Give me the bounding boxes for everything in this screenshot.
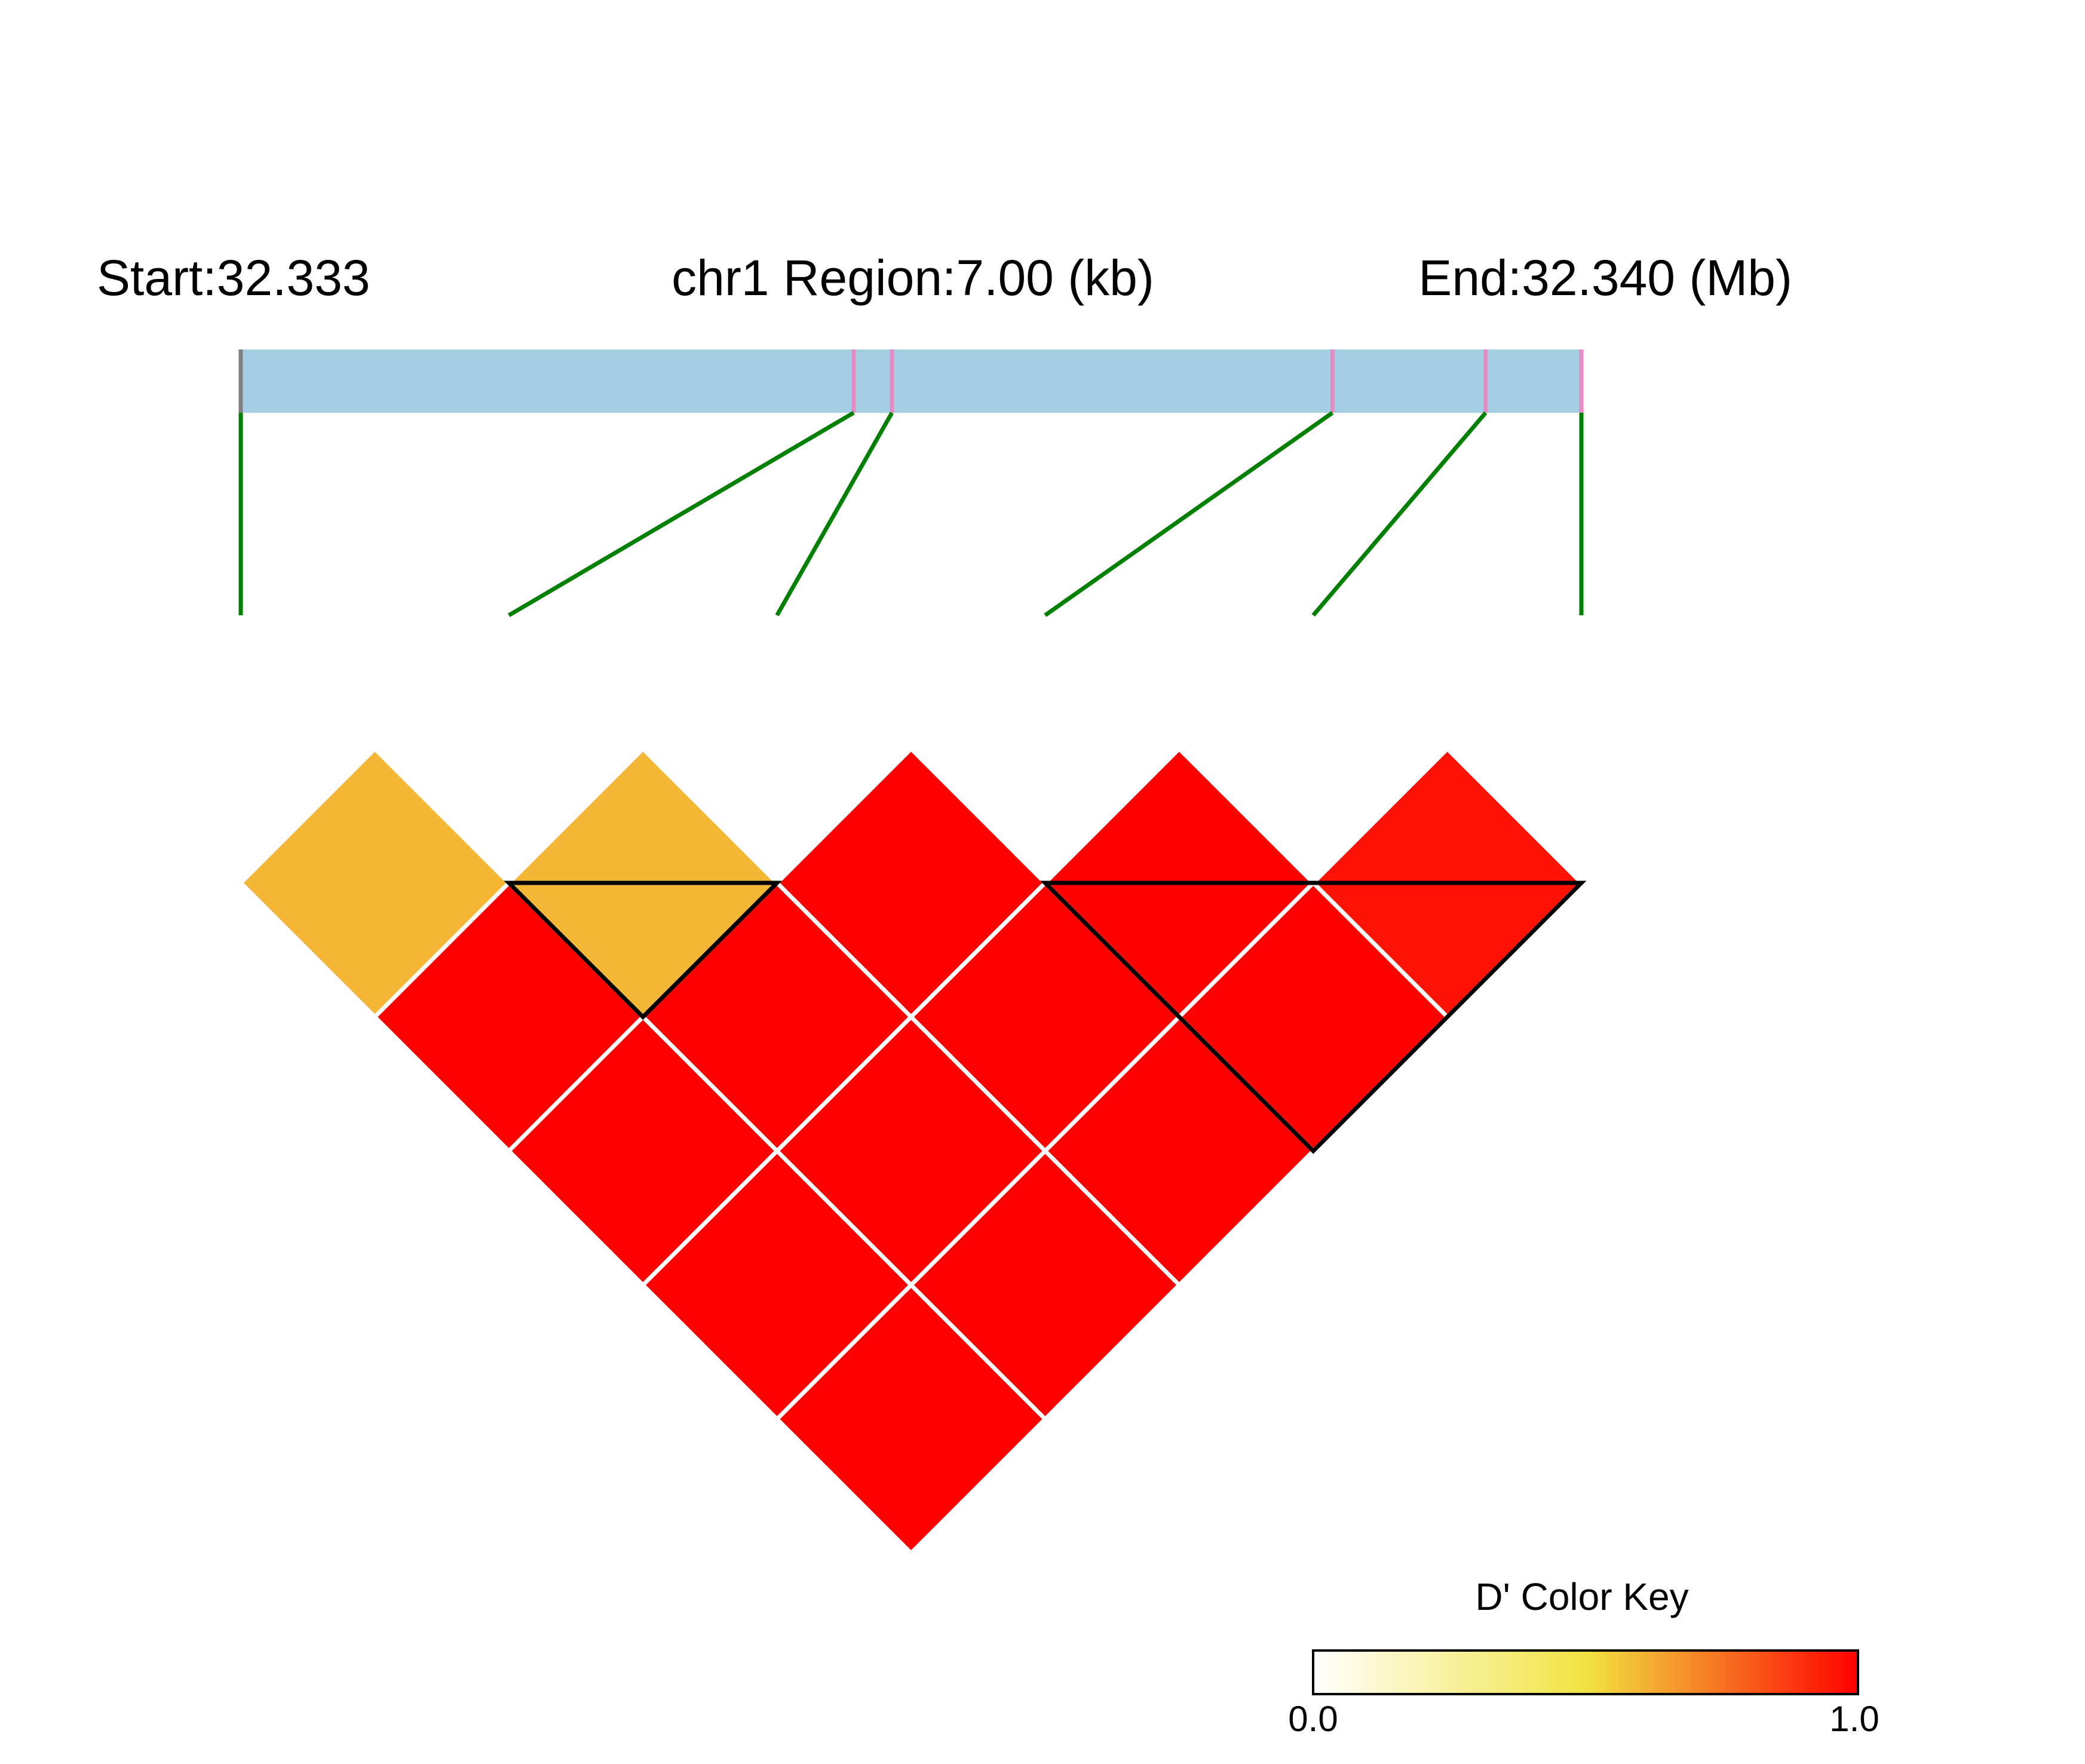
haplotype-block-outline — [1040, 881, 1587, 1154]
start-label: Start:32.333 — [97, 250, 370, 306]
haplotype-block-outline — [504, 881, 783, 1020]
end-label: End:32.340 (Mb) — [1418, 250, 1792, 306]
genomic-region-track — [241, 349, 1581, 413]
color-key-min-label: 0.0 — [1288, 1699, 1338, 1739]
haplotype-block-outlines — [504, 881, 1587, 1154]
snp-connector-line — [1044, 411, 1334, 617]
snp-connector-line — [1311, 411, 1488, 617]
color-key-gradient-bar — [1312, 1649, 1859, 1695]
snp-connector-line — [775, 412, 894, 616]
snp-connector-line — [508, 410, 855, 618]
snp-connector-lines — [238, 410, 1584, 618]
color-key-title: D' Color Key — [1475, 1575, 1688, 1618]
color-key-max-label: 1.0 — [1829, 1699, 1879, 1739]
ld-cell — [774, 1282, 1048, 1556]
snp-ticks — [238, 349, 1584, 413]
ld-cells — [238, 746, 1584, 1556]
region-label: chr1 Region:7.00 (kb) — [672, 250, 1154, 306]
